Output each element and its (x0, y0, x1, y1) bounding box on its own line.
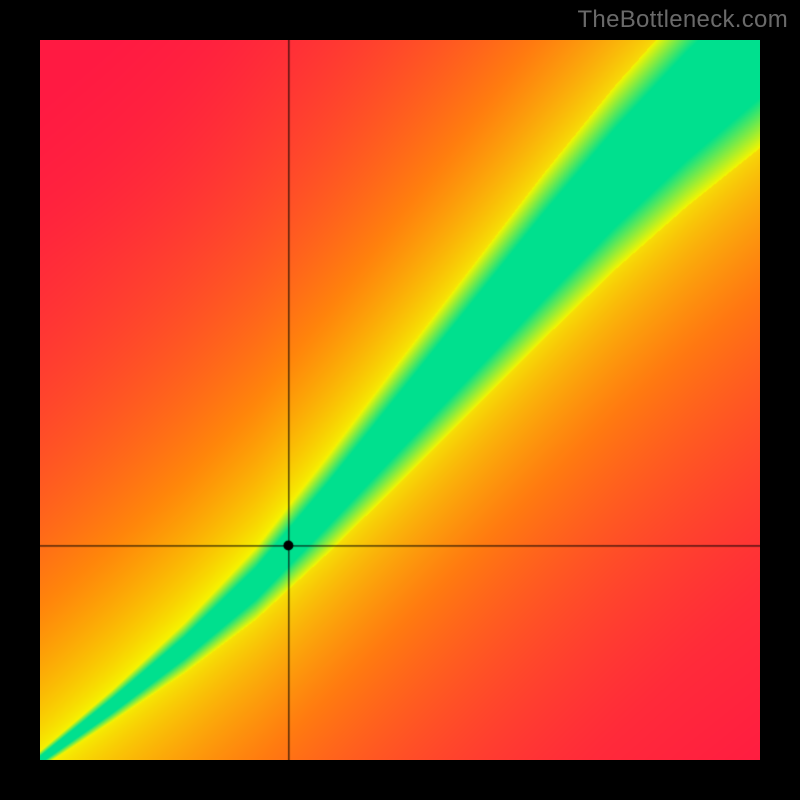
heatmap-plot (40, 40, 760, 760)
heatmap-canvas (40, 40, 760, 760)
watermark-text: TheBottleneck.com (577, 6, 788, 34)
chart-container: TheBottleneck.com (0, 0, 800, 800)
